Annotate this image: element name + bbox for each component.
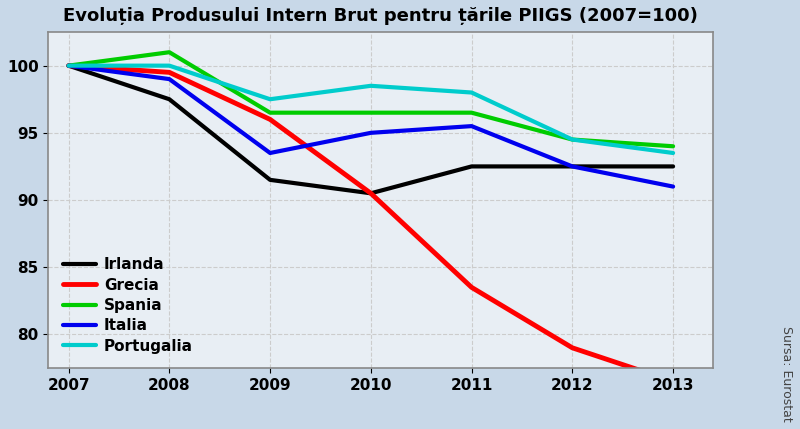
Grecia — [567, 345, 577, 350]
Irlanda — [466, 164, 476, 169]
Portugalia — [64, 63, 74, 68]
Portugalia — [567, 137, 577, 142]
Irlanda — [366, 191, 376, 196]
Spania — [266, 110, 275, 115]
Irlanda — [668, 164, 678, 169]
Text: Sursa: Eurostat: Sursa: Eurostat — [780, 326, 793, 422]
Irlanda — [266, 177, 275, 182]
Spania — [366, 110, 376, 115]
Grecia — [366, 191, 376, 196]
Spania — [567, 137, 577, 142]
Grecia — [165, 70, 174, 75]
Line: Portugalia: Portugalia — [69, 66, 673, 153]
Irlanda — [567, 164, 577, 169]
Grecia — [266, 117, 275, 122]
Italia — [567, 164, 577, 169]
Line: Spania: Spania — [69, 52, 673, 146]
Italia — [64, 63, 74, 68]
Irlanda — [64, 63, 74, 68]
Grecia — [466, 285, 476, 290]
Grecia — [668, 379, 678, 384]
Spania — [466, 110, 476, 115]
Grecia — [64, 63, 74, 68]
Spania — [668, 144, 678, 149]
Line: Italia: Italia — [69, 66, 673, 187]
Irlanda — [165, 97, 174, 102]
Portugalia — [466, 90, 476, 95]
Line: Irlanda: Irlanda — [69, 66, 673, 193]
Italia — [266, 151, 275, 156]
Italia — [165, 76, 174, 82]
Title: Evoluția Produsului Intern Brut pentru țările PIIGS (2007=100): Evoluția Produsului Intern Brut pentru ț… — [63, 7, 698, 25]
Italia — [366, 130, 376, 136]
Portugalia — [668, 151, 678, 156]
Portugalia — [266, 97, 275, 102]
Spania — [64, 63, 74, 68]
Portugalia — [165, 63, 174, 68]
Portugalia — [366, 83, 376, 88]
Legend: Irlanda, Grecia, Spania, Italia, Portugalia: Irlanda, Grecia, Spania, Italia, Portuga… — [62, 257, 193, 353]
Spania — [165, 50, 174, 55]
Italia — [668, 184, 678, 189]
Italia — [466, 124, 476, 129]
Line: Grecia: Grecia — [69, 66, 673, 381]
